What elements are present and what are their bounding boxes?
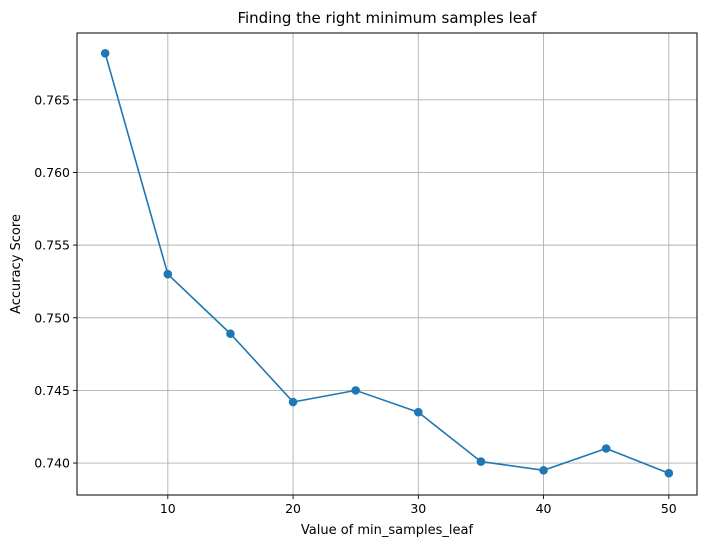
data-point [163, 269, 173, 279]
y-tick-label: 0.765 [34, 92, 70, 107]
grid [77, 33, 697, 495]
y-tick-label: 0.750 [34, 310, 70, 325]
x-tick-label: 20 [285, 501, 301, 516]
y-tick-label: 0.760 [34, 165, 70, 180]
x-tick-label: 50 [661, 501, 677, 516]
y-tick-label: 0.740 [34, 456, 70, 471]
x-tick-label: 40 [536, 501, 552, 516]
series-layer [100, 49, 674, 478]
x-tick-label: 30 [410, 501, 426, 516]
chart-title: Finding the right minimum samples leaf [237, 9, 537, 27]
data-point [539, 466, 548, 475]
y-axis-label: Accuracy Score [9, 214, 24, 314]
data-point [288, 397, 298, 407]
plot-frame [76, 32, 698, 496]
data-point [601, 444, 611, 453]
x-axis-label: Value of min_samples_leaf [301, 523, 474, 538]
x-tick-label: 10 [160, 501, 176, 516]
data-point [414, 407, 423, 417]
data-point [351, 386, 360, 395]
y-tick-label: 0.745 [34, 383, 70, 398]
data-point [226, 329, 235, 339]
data-point [664, 468, 674, 478]
series-line [104, 53, 670, 474]
data-point [476, 457, 486, 466]
ticks: 10 20 30 40 50 0.740 0.745 0.750 0.755 0.760 0.765 [34, 92, 677, 516]
data-point [100, 49, 110, 58]
y-tick-label: 0.755 [34, 238, 70, 253]
